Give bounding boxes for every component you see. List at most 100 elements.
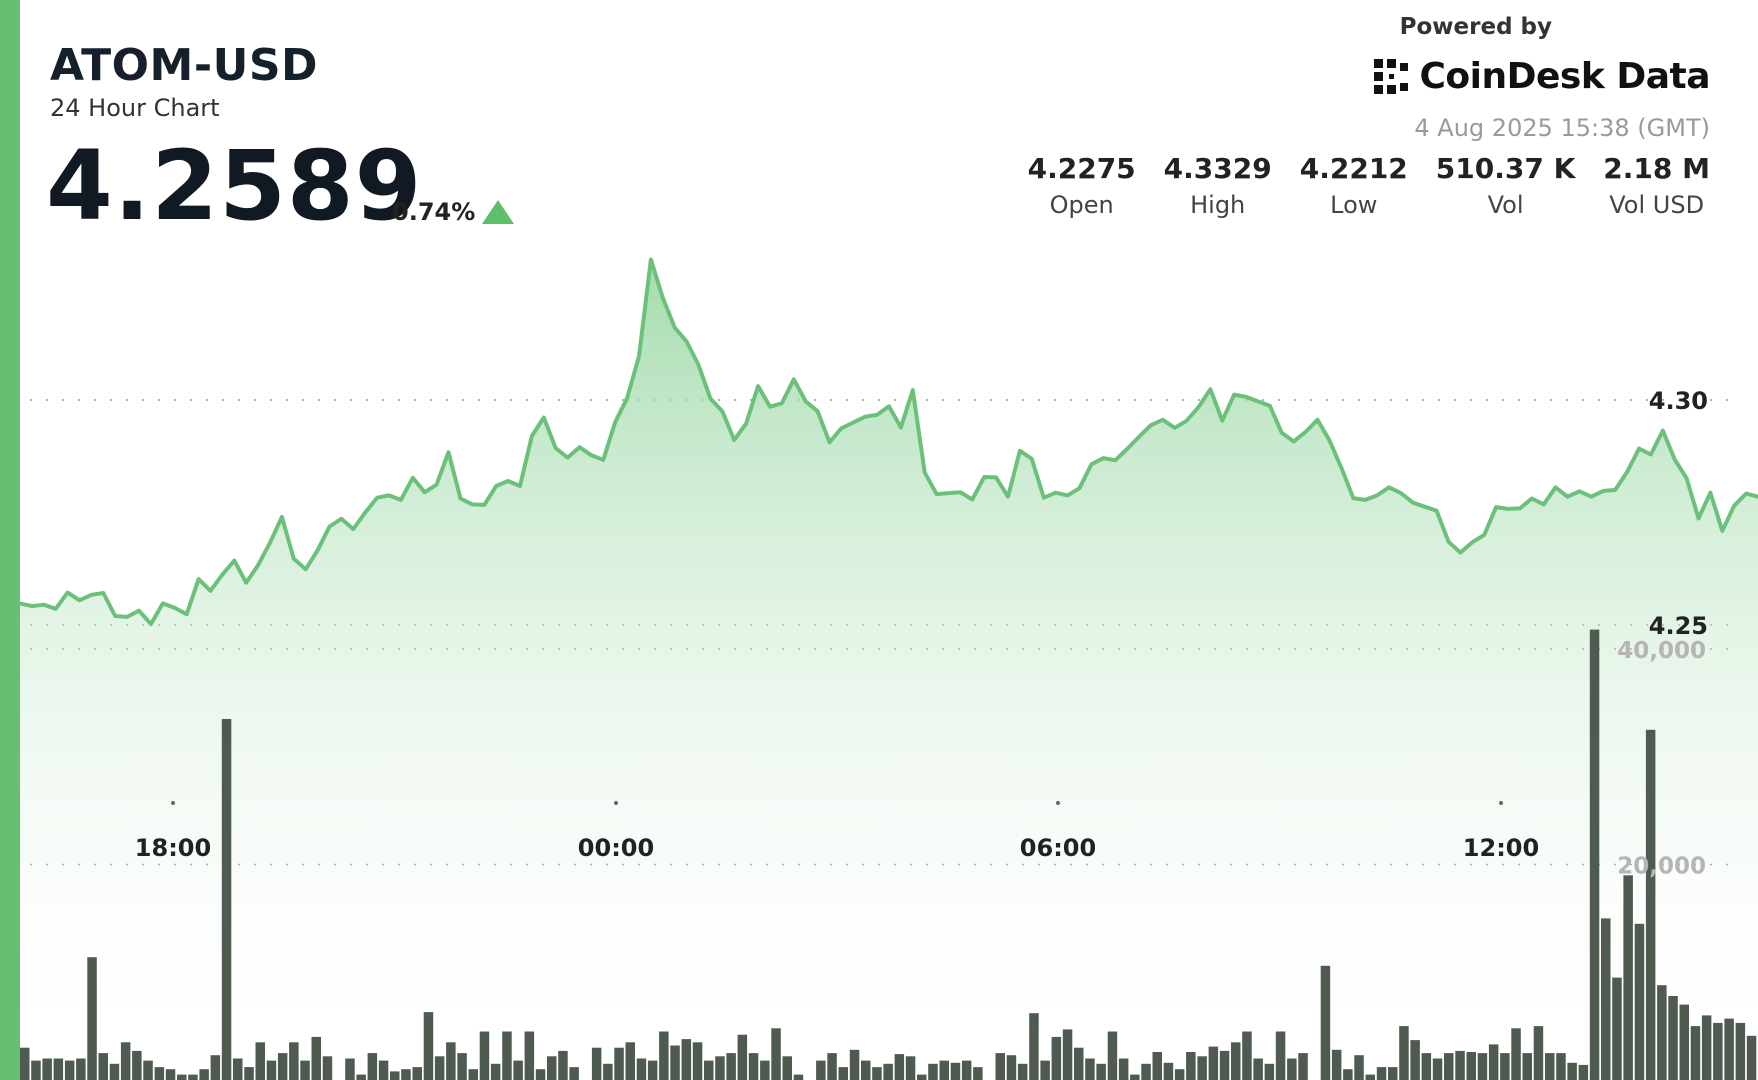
- volume-bar: [760, 1060, 770, 1080]
- volume-bar: [816, 1060, 826, 1080]
- volume-bar: [502, 1031, 512, 1080]
- volume-bar: [995, 1053, 1005, 1080]
- volume-bar: [670, 1045, 680, 1080]
- stat-label: Vol USD: [1609, 191, 1705, 219]
- volume-bar: [1219, 1050, 1230, 1080]
- volume-bar: [1107, 1031, 1118, 1080]
- volume-bar: [1746, 1035, 1757, 1080]
- stat-vol: 510.37 K Vol: [1436, 152, 1576, 219]
- stat-low: 4.2212 Low: [1300, 152, 1408, 219]
- volume-bar: [681, 1039, 692, 1080]
- volume-bar: [42, 1058, 52, 1080]
- volume-bar: [177, 1074, 187, 1080]
- brand[interactable]: CoinDesk Data: [1372, 56, 1710, 97]
- volume-bar: [1410, 1040, 1420, 1080]
- volume-bar: [1029, 1013, 1039, 1080]
- time-tick-label: 00:00: [578, 834, 654, 862]
- volume-bar: [1522, 1053, 1532, 1080]
- volume-bar: [1713, 1022, 1723, 1080]
- volume-bar: [894, 1054, 905, 1080]
- volume-bar: [513, 1060, 523, 1080]
- stats-panel: 4.2275 Open 4.3329 High 4.2212 Low 510.3…: [1028, 152, 1710, 219]
- chart-subtitle: 24 Hour Chart: [50, 94, 220, 122]
- volume-bar: [1275, 1031, 1286, 1080]
- volume-bar: [569, 1067, 579, 1080]
- volume-bar: [1174, 1069, 1185, 1080]
- coindesk-logo-icon: [1373, 58, 1408, 94]
- volume-bar: [1074, 1047, 1084, 1080]
- accent-bar: [0, 0, 20, 1080]
- volume-bar: [1130, 1074, 1140, 1080]
- volume-bar: [1623, 875, 1633, 1080]
- volume-bar: [1208, 1046, 1219, 1080]
- volume-bar: [1679, 1004, 1689, 1080]
- volume-bar: [872, 1067, 882, 1080]
- volume-bar: [1432, 1058, 1443, 1080]
- volume-bar: [1455, 1050, 1465, 1080]
- volume-bar: [1477, 1053, 1488, 1080]
- volume-bar: [221, 719, 232, 1080]
- powered-by-label: Powered by: [1399, 14, 1552, 40]
- volume-bar: [737, 1034, 748, 1080]
- volume-bar: [961, 1060, 972, 1080]
- time-tick-label: 06:00: [1020, 834, 1096, 862]
- stat-value: 2.18 M: [1603, 152, 1710, 185]
- volume-bars: [20, 629, 1757, 1080]
- volume-bar: [188, 1074, 198, 1080]
- stat-label: Open: [1049, 191, 1114, 219]
- up-arrow-icon: [482, 200, 514, 224]
- volume-bar: [1466, 1052, 1476, 1080]
- symbol-title: ATOM-USD: [50, 40, 319, 91]
- volume-bar: [917, 1074, 927, 1080]
- volume-bar: [1006, 1055, 1017, 1080]
- current-price: 4.2589: [46, 130, 423, 242]
- volume-bar: [132, 1050, 142, 1080]
- volume-bar: [1017, 1063, 1028, 1080]
- volume-tick-label: 20,000: [1617, 854, 1706, 880]
- volume-bar: [905, 1056, 916, 1080]
- volume-bar: [412, 1067, 422, 1080]
- volume-bar: [210, 1055, 221, 1080]
- volume-bar: [1511, 1028, 1521, 1080]
- price-change: 0.74%: [392, 198, 476, 226]
- volume-bar: [1634, 923, 1645, 1080]
- volume-bar: [1444, 1053, 1454, 1080]
- volume-tick-label: 40,000: [1617, 638, 1706, 664]
- volume-bar: [479, 1031, 490, 1080]
- volume-bar: [1354, 1055, 1364, 1080]
- volume-bar: [1724, 1018, 1734, 1080]
- volume-bar: [457, 1053, 467, 1080]
- volume-bar: [1690, 1026, 1701, 1080]
- volume-bar: [154, 1067, 165, 1080]
- volume-bar: [109, 1063, 120, 1080]
- volume-bar: [647, 1060, 658, 1080]
- volume-bar: [704, 1060, 714, 1080]
- volume-bar: [423, 1012, 434, 1080]
- volume-bar: [277, 1053, 288, 1080]
- volume-bar: [98, 1053, 108, 1080]
- volume-bar: [715, 1056, 725, 1080]
- price-tick-label: 4.25: [1649, 612, 1708, 640]
- volume-bar: [87, 957, 97, 1080]
- volume-bar: [244, 1067, 254, 1080]
- volume-bar: [1545, 1053, 1555, 1080]
- volume-bar: [782, 1056, 792, 1080]
- volume-bar: [1163, 1062, 1174, 1080]
- volume-bar: [1388, 1067, 1398, 1080]
- volume-bar: [1197, 1056, 1207, 1080]
- volume-bar: [1343, 1069, 1353, 1080]
- volume-bar: [1701, 1015, 1712, 1080]
- volume-bar: [1657, 985, 1667, 1080]
- volume-bar: [950, 1062, 961, 1080]
- volume-bar: [1365, 1074, 1375, 1080]
- volume-bar: [793, 1074, 804, 1080]
- volume-bar: [165, 1069, 176, 1080]
- volume-bar: [861, 1060, 871, 1080]
- volume-bar: [76, 1058, 86, 1080]
- volume-bar: [1556, 1053, 1566, 1080]
- axis-labels: 4.25 4.30 20,000 40,000 18:00 00:00 06:00 12:00: [135, 387, 1708, 880]
- volume-bar: [1085, 1058, 1095, 1080]
- stat-label: High: [1190, 191, 1246, 219]
- volume-bar: [1242, 1031, 1252, 1080]
